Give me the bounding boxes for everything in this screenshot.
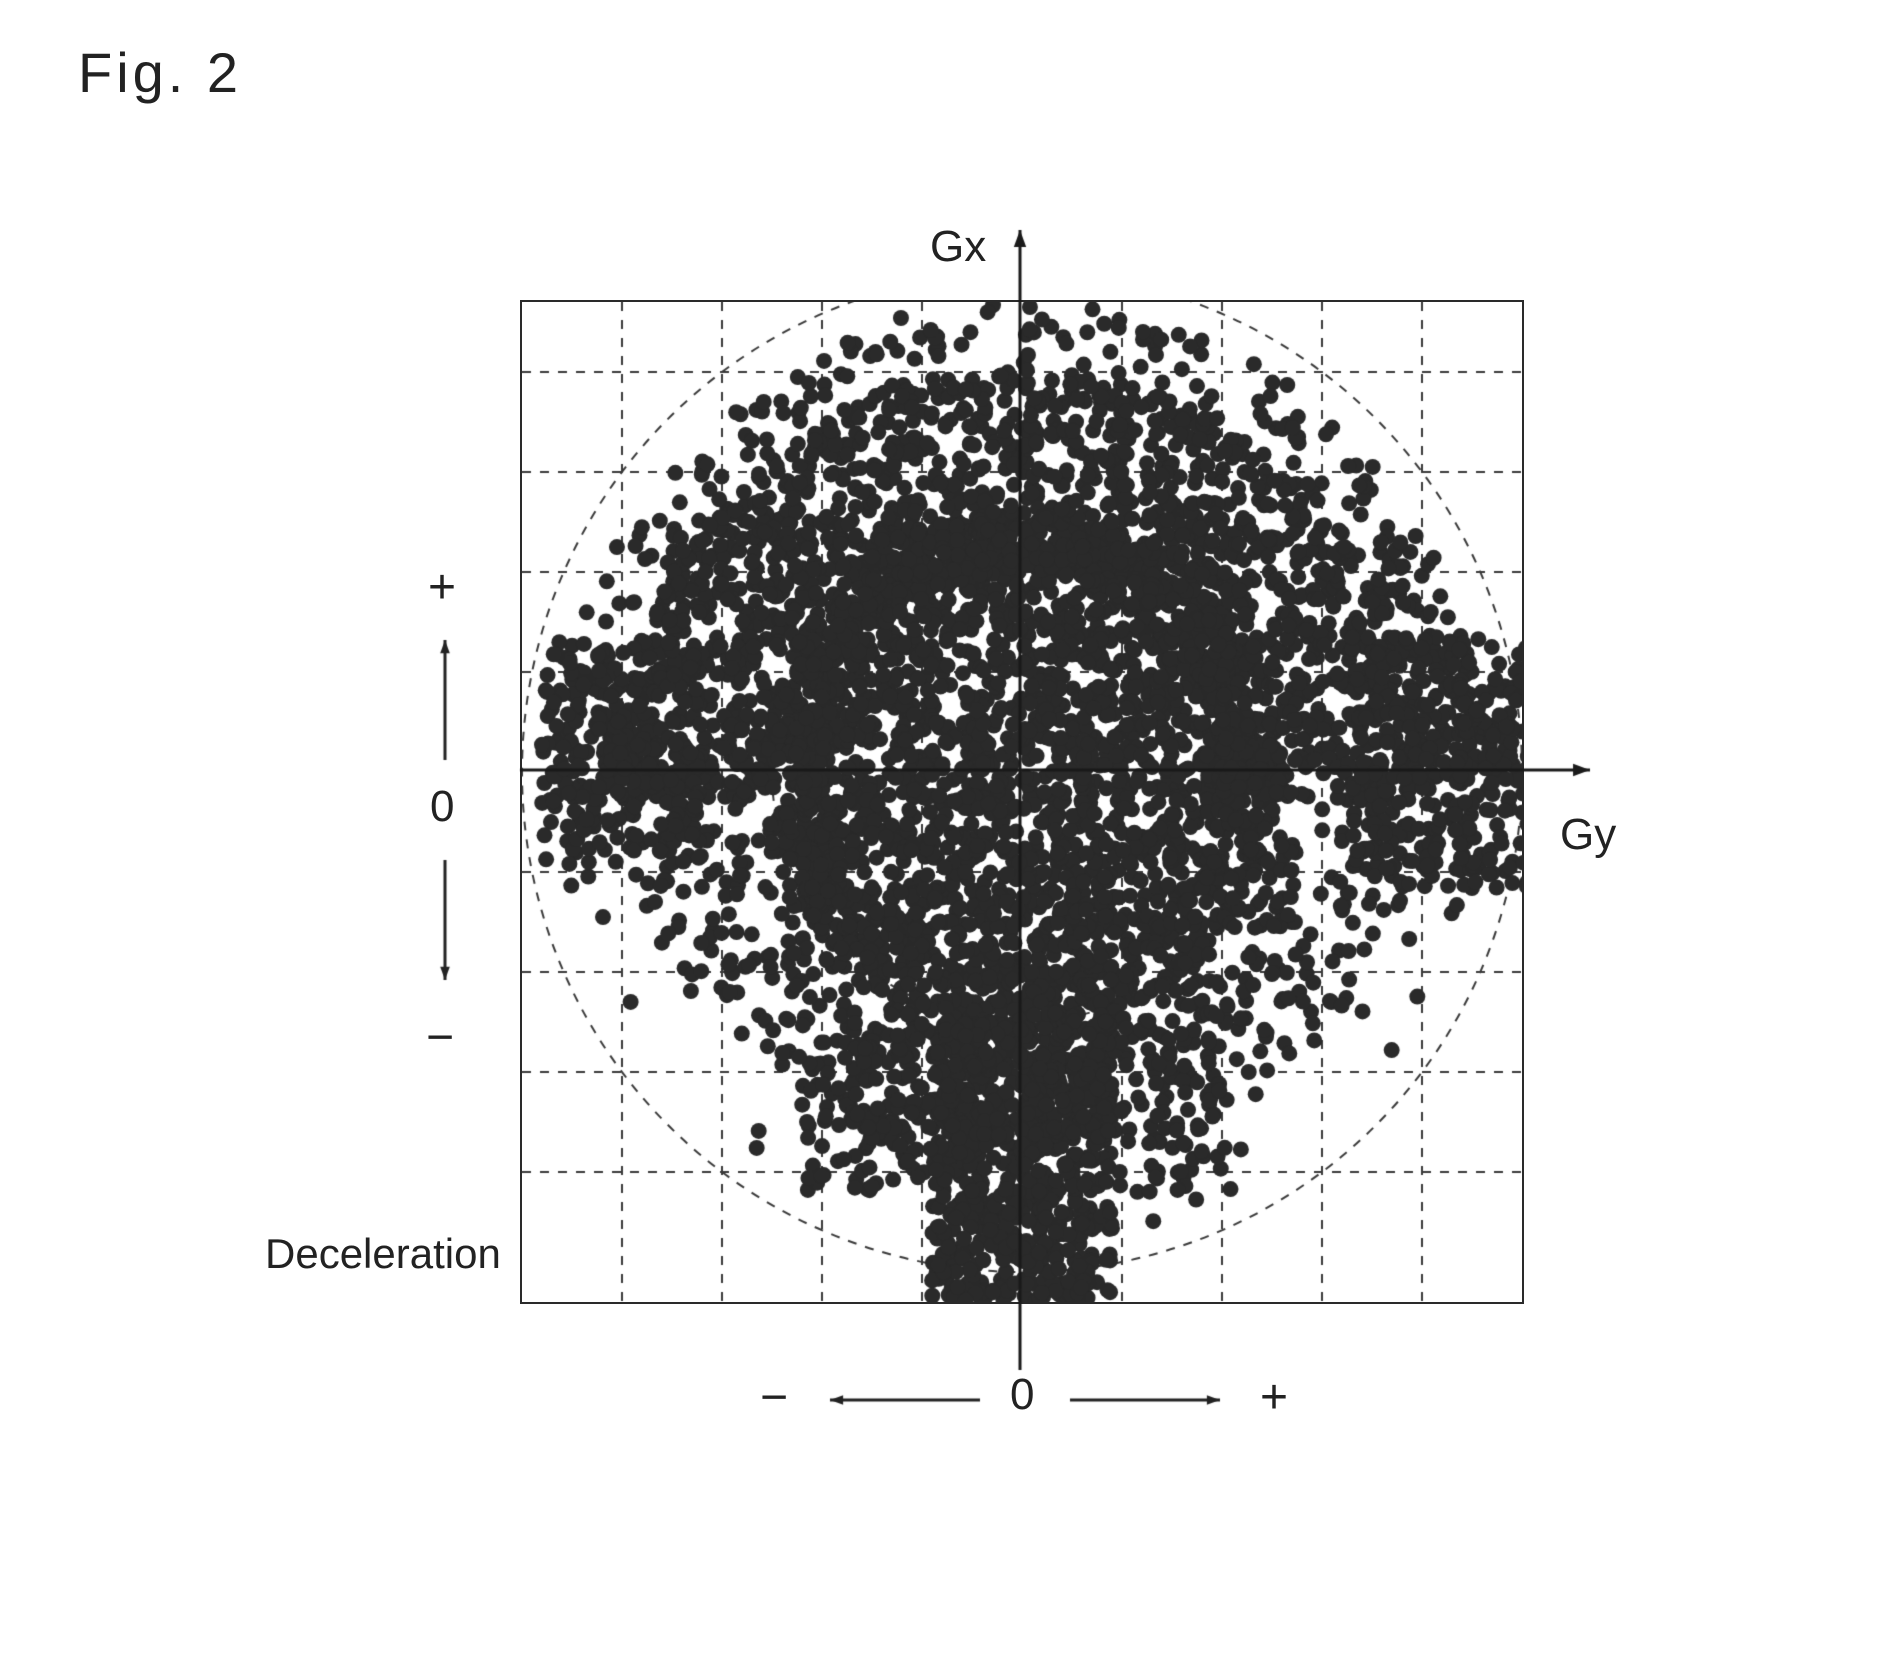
y-axis-label: Gx	[930, 222, 986, 272]
bottom-scale-plus: +	[1260, 1370, 1288, 1425]
scatter-plot	[520, 300, 1524, 1304]
deceleration-label: Deceleration	[265, 1230, 501, 1278]
scatter-canvas	[522, 302, 1522, 1302]
page: Fig. 2 Gx Gy 0 + − Deceleration 0 + −	[0, 0, 1886, 1655]
bottom-scale-minus: −	[760, 1370, 788, 1425]
left-scale-minus: −	[426, 1010, 454, 1065]
figure-title: Fig. 2	[78, 40, 242, 105]
x-axis-label: Gy	[1560, 810, 1616, 860]
left-scale-plus: +	[428, 560, 456, 615]
left-scale-zero: 0	[430, 782, 454, 832]
bottom-scale-zero: 0	[1010, 1370, 1034, 1420]
